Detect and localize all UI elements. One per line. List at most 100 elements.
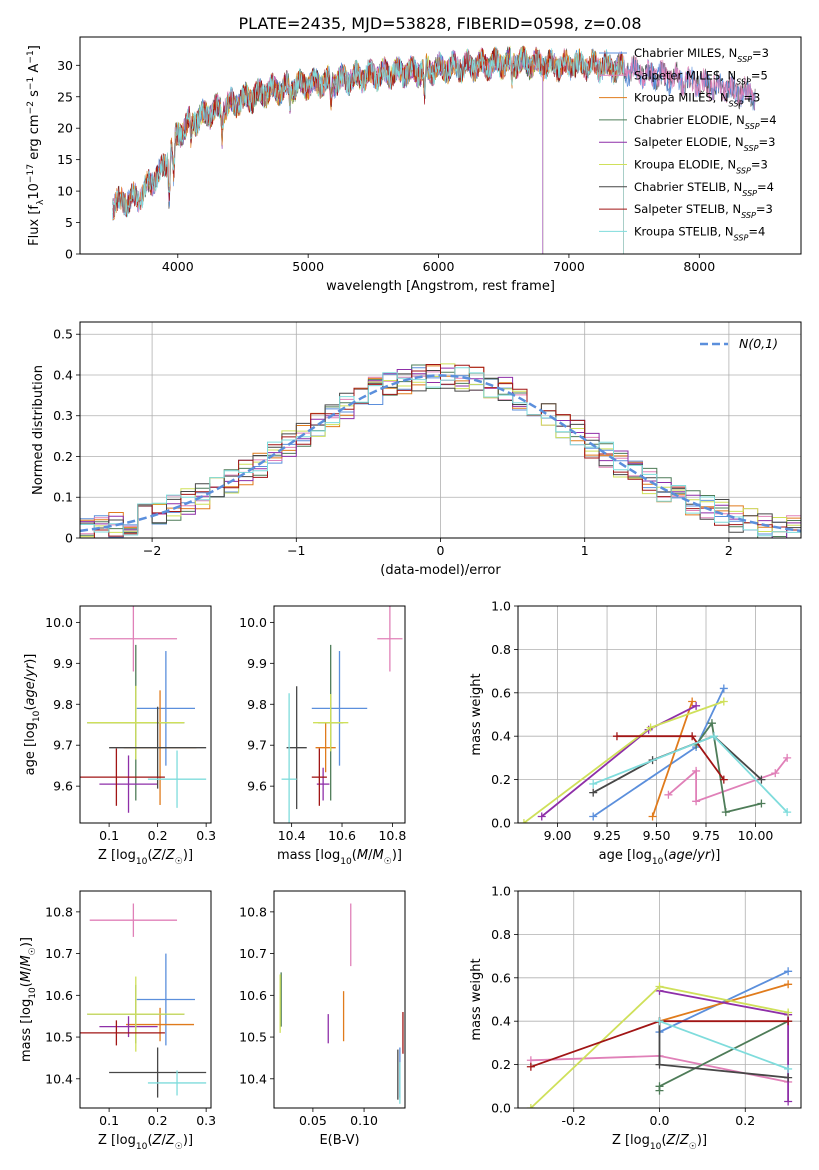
y-tick-label: 0.2	[491, 772, 511, 787]
x-tick-label: 9.50	[643, 828, 671, 843]
axes-frame	[517, 605, 802, 824]
grid-lines	[518, 605, 801, 824]
legend-label: Kroupa MILES, NSSP=3	[634, 91, 760, 109]
y-tick-label: 10	[57, 184, 73, 199]
y-tick-label: 0.3	[53, 408, 73, 423]
axes-frame	[79, 321, 802, 539]
plus-marker	[784, 1073, 793, 1082]
plus-marker	[612, 732, 621, 741]
weight-series-line	[523, 700, 725, 823]
plus-marker	[688, 697, 697, 706]
plus-marker	[589, 812, 598, 821]
y-tick-label: 10.0	[45, 615, 73, 630]
y-tick-label: 0.2	[53, 449, 73, 464]
plot-area	[519, 684, 792, 823]
axes-frame	[79, 605, 212, 824]
figure-title: PLATE=2435, MJD=53828, FIBERID=0598, z=0…	[238, 14, 641, 33]
plus-marker	[664, 790, 673, 799]
plot-area	[80, 903, 207, 1098]
x-tick-label: 10.8	[378, 828, 406, 843]
weight-series-line	[659, 1020, 789, 1070]
x-tick-label: 4000	[162, 259, 194, 274]
y-tick-label: 9.8	[247, 697, 267, 712]
y-tick-label: 10.6	[239, 988, 267, 1003]
y-tick-label: 20	[57, 121, 73, 136]
y-tick-label: 9.7	[247, 738, 267, 753]
plot-area	[281, 606, 403, 823]
axes-frame	[273, 605, 406, 824]
weight-series-line	[651, 701, 694, 817]
y-tick-label: 10.8	[45, 904, 73, 919]
y-axis-label: mass weight	[469, 958, 484, 1040]
plus-marker	[526, 1062, 535, 1071]
y-tick-label: 10.8	[239, 904, 267, 919]
plus-marker	[771, 769, 780, 778]
axes-frame	[273, 890, 406, 1109]
y-tick-label: 10.7	[45, 946, 73, 961]
x-tick-label: 0.10	[350, 1113, 378, 1128]
y-tick-label: 0.0	[491, 816, 511, 831]
plus-marker	[648, 812, 657, 821]
x-tick-label: 9.00	[544, 828, 572, 843]
y-tick-label: 0.8	[491, 927, 511, 942]
x-tick-label: 0.2	[148, 828, 168, 843]
x-tick-label: 1	[581, 543, 589, 558]
weight-series-line	[695, 720, 762, 814]
plot-area	[80, 606, 207, 813]
plus-marker	[655, 982, 664, 991]
weight-series-line	[592, 735, 788, 813]
y-axis-label: mass weight	[469, 673, 484, 755]
y-tick-label: 10.5	[239, 1030, 267, 1045]
plus-marker	[757, 799, 766, 808]
x-tick-label: 8000	[683, 259, 715, 274]
histogram-series	[80, 367, 801, 537]
axes-Z_vs_mass: 0.1 0.2 0.3 10.4 10.5 10.6 10.7 10.8 Z [log10(Z/…	[19, 890, 216, 1152]
plus-marker	[688, 732, 697, 741]
spectrum-line	[112, 46, 624, 254]
x-tick-label: 9.75	[692, 828, 720, 843]
x-tick-label: −2	[143, 543, 161, 558]
x-tick-label: 9.25	[593, 828, 621, 843]
y-tick-label: 0.4	[491, 1014, 511, 1029]
y-tick-label: 10.4	[45, 1071, 73, 1086]
plus-marker	[784, 967, 793, 976]
x-tick-label: -0.2	[562, 1113, 586, 1128]
y-tick-label: 0.6	[491, 970, 511, 985]
x-tick-label: −1	[287, 543, 305, 558]
plus-marker	[783, 808, 792, 817]
x-tick-label: 10.6	[328, 828, 356, 843]
axes-spectrum: 4000 5000 6000 7000 8000 0 5 10 15 20 25 30 waveleng…	[26, 36, 802, 294]
axes-Z_vs_weight: -0.2 0.0 0.2 0.0 0.2 0.4 0.6 0.8 1.0 Z [log10(Z/Z…	[469, 884, 802, 1152]
y-tick-label: 10.7	[239, 946, 267, 961]
plus-marker	[537, 812, 546, 821]
y-tick-label: 0.6	[491, 685, 511, 700]
plus-marker	[784, 1017, 793, 1026]
plus-marker	[646, 723, 655, 732]
y-axis-label: Flux [fλ10−17 erg cm−2 s−1 A−1]	[26, 45, 46, 246]
x-tick-label: 10.4	[278, 828, 306, 843]
legend-label: Kroupa STELIB, NSSP=4	[634, 224, 765, 242]
x-axis-label: Z [log10(Z/Z☉)]	[612, 1133, 707, 1152]
plus-marker	[519, 819, 528, 823]
plus-marker	[707, 719, 716, 728]
plus-marker	[719, 697, 728, 706]
x-tick-label: 0.2	[148, 1113, 168, 1128]
x-tick-label: 10.00	[738, 828, 774, 843]
x-axis-label: wavelength [Angstrom, rest frame]	[326, 279, 555, 294]
x-axis-label: (data-model)/error	[380, 563, 501, 578]
y-tick-label: 0.8	[491, 642, 511, 657]
x-tick-label: 0.0	[650, 1113, 670, 1128]
y-tick-label: 9.7	[53, 738, 73, 753]
y-tick-label: 0.0	[491, 1101, 511, 1116]
axes-frame	[79, 36, 802, 255]
legend-label: Salpeter MILES, NSSP=5	[634, 68, 768, 86]
x-axis-label: mass [log10(M/M☉)]	[277, 848, 402, 867]
plus-marker	[719, 684, 728, 693]
axes-mass_vs_age: 10.4 10.6 10.8 9.6 9.7 9.8 9.9 10.0 mass [log10(…	[239, 605, 406, 867]
plus-marker	[783, 753, 792, 762]
x-tick-label: 6000	[423, 259, 455, 274]
weight-series-line	[659, 970, 789, 1033]
x-tick-label: 2	[725, 543, 733, 558]
plus-marker	[589, 779, 598, 788]
x-axis-label: age [log10(age/yr)]	[599, 848, 721, 867]
